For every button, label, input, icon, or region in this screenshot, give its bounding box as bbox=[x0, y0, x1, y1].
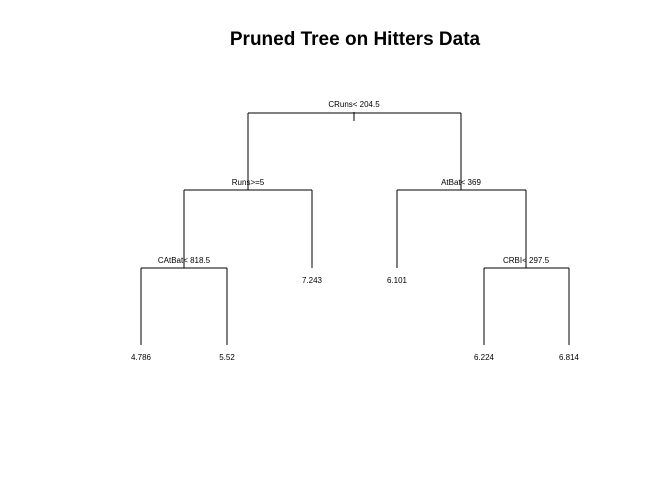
leaf-label: 6.224 bbox=[474, 353, 495, 362]
split-label-catbat: CAtBat< 818.5 bbox=[158, 256, 211, 265]
chart-title: Pruned Tree on Hitters Data bbox=[229, 29, 481, 50]
split-label-runs: Runs>=5 bbox=[232, 178, 265, 187]
leaf-label: 7.243 bbox=[302, 276, 323, 285]
split-label-atbat: AtBat< 369 bbox=[441, 178, 481, 187]
leaf-label: 6.814 bbox=[559, 353, 580, 362]
leaf-label: 6.101 bbox=[387, 276, 408, 285]
leaf-label: 5.52 bbox=[219, 353, 235, 362]
leaf-label: 4.786 bbox=[131, 353, 152, 362]
split-label-root: CRuns< 204.5 bbox=[328, 100, 380, 109]
split-label-crbi: CRBI< 297.5 bbox=[503, 256, 550, 265]
